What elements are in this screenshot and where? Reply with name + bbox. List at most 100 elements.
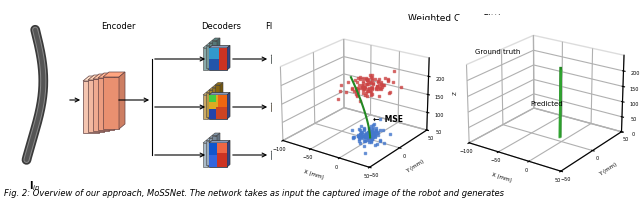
Bar — [209, 96, 227, 119]
Polygon shape — [212, 136, 217, 160]
Polygon shape — [98, 79, 114, 130]
Polygon shape — [271, 149, 290, 152]
Bar — [218, 96, 227, 107]
Text: Decoders: Decoders — [201, 22, 241, 31]
Bar — [217, 153, 227, 167]
Polygon shape — [209, 44, 214, 66]
Polygon shape — [208, 141, 211, 167]
Text: $\mathbf{P}_s$: $\mathbf{P}_s$ — [293, 53, 306, 67]
Text: $\mathbf{P}_c$: $\mathbf{P}_c$ — [293, 101, 306, 114]
Polygon shape — [208, 93, 211, 119]
Polygon shape — [214, 136, 217, 162]
Polygon shape — [208, 46, 211, 71]
X-axis label: X (mm): X (mm) — [492, 171, 513, 182]
Polygon shape — [98, 74, 120, 79]
Polygon shape — [83, 82, 99, 133]
Text: Flatten: Flatten — [265, 22, 295, 31]
Polygon shape — [209, 46, 230, 49]
Polygon shape — [103, 73, 125, 78]
Y-axis label: Y (mm): Y (mm) — [406, 158, 426, 173]
Text: $\mathbf{I}_{in}$: $\mathbf{I}_{in}$ — [29, 178, 41, 192]
Polygon shape — [88, 76, 110, 81]
Polygon shape — [271, 56, 285, 63]
Polygon shape — [209, 136, 217, 138]
Polygon shape — [206, 46, 211, 68]
Polygon shape — [203, 93, 211, 96]
Polygon shape — [212, 41, 217, 63]
Polygon shape — [271, 104, 285, 111]
Text: $\mathbf{P}_w$: $\mathbf{P}_w$ — [293, 148, 308, 162]
Polygon shape — [209, 41, 217, 44]
Polygon shape — [227, 46, 230, 71]
Text: ←  MSE: ← MSE — [373, 115, 403, 123]
Polygon shape — [212, 86, 220, 88]
Polygon shape — [103, 78, 119, 129]
Polygon shape — [209, 49, 227, 71]
X-axis label: X (mm): X (mm) — [303, 168, 324, 179]
Text: Predicted: Predicted — [530, 100, 563, 106]
Polygon shape — [93, 75, 115, 80]
Polygon shape — [212, 39, 220, 41]
Polygon shape — [209, 88, 217, 91]
Polygon shape — [212, 133, 220, 136]
Polygon shape — [209, 143, 227, 167]
Bar — [217, 143, 227, 153]
Polygon shape — [206, 138, 214, 141]
Polygon shape — [227, 93, 230, 119]
Polygon shape — [203, 96, 208, 119]
Text: Fig. 2: Overview of our approach, MoSSNet. The network takes as input the captur: Fig. 2: Overview of our approach, MoSSNe… — [4, 188, 504, 197]
Polygon shape — [104, 76, 110, 132]
Bar — [209, 49, 227, 71]
Polygon shape — [206, 44, 214, 46]
Polygon shape — [203, 141, 211, 143]
Polygon shape — [217, 86, 220, 112]
Polygon shape — [203, 143, 208, 167]
Polygon shape — [209, 91, 214, 114]
Polygon shape — [285, 101, 290, 111]
Polygon shape — [83, 77, 105, 82]
Polygon shape — [227, 141, 230, 167]
Polygon shape — [211, 138, 214, 165]
Polygon shape — [209, 96, 227, 119]
Polygon shape — [206, 91, 214, 93]
Polygon shape — [209, 138, 214, 162]
Polygon shape — [109, 75, 115, 131]
Bar — [219, 49, 227, 71]
Polygon shape — [99, 77, 105, 133]
Polygon shape — [220, 83, 223, 109]
Bar — [209, 143, 217, 167]
Polygon shape — [203, 46, 211, 49]
Polygon shape — [271, 53, 290, 56]
Polygon shape — [271, 152, 285, 159]
Polygon shape — [211, 44, 214, 68]
Polygon shape — [215, 83, 223, 86]
Polygon shape — [88, 81, 104, 132]
Polygon shape — [217, 39, 220, 63]
Y-axis label: Y (mm): Y (mm) — [599, 161, 618, 176]
Polygon shape — [206, 141, 211, 165]
Text: Ground truth: Ground truth — [475, 49, 520, 55]
Polygon shape — [214, 88, 217, 114]
Text: Encoder: Encoder — [100, 22, 135, 31]
Polygon shape — [211, 91, 214, 117]
Text: Weighted Curve Fitting: Weighted Curve Fitting — [408, 14, 512, 23]
Bar — [209, 96, 218, 110]
Polygon shape — [285, 149, 290, 159]
Polygon shape — [285, 53, 290, 63]
Polygon shape — [206, 93, 211, 117]
Polygon shape — [217, 133, 220, 160]
Polygon shape — [203, 49, 208, 71]
Polygon shape — [119, 73, 125, 129]
Bar — [209, 49, 219, 60]
Polygon shape — [209, 141, 230, 143]
Polygon shape — [114, 74, 120, 130]
Polygon shape — [215, 86, 220, 109]
Bar — [209, 155, 217, 167]
Polygon shape — [214, 41, 217, 66]
Polygon shape — [271, 101, 290, 104]
Polygon shape — [212, 88, 217, 112]
Bar — [216, 107, 227, 119]
Bar — [209, 96, 216, 103]
Polygon shape — [209, 93, 230, 96]
Polygon shape — [93, 80, 109, 131]
